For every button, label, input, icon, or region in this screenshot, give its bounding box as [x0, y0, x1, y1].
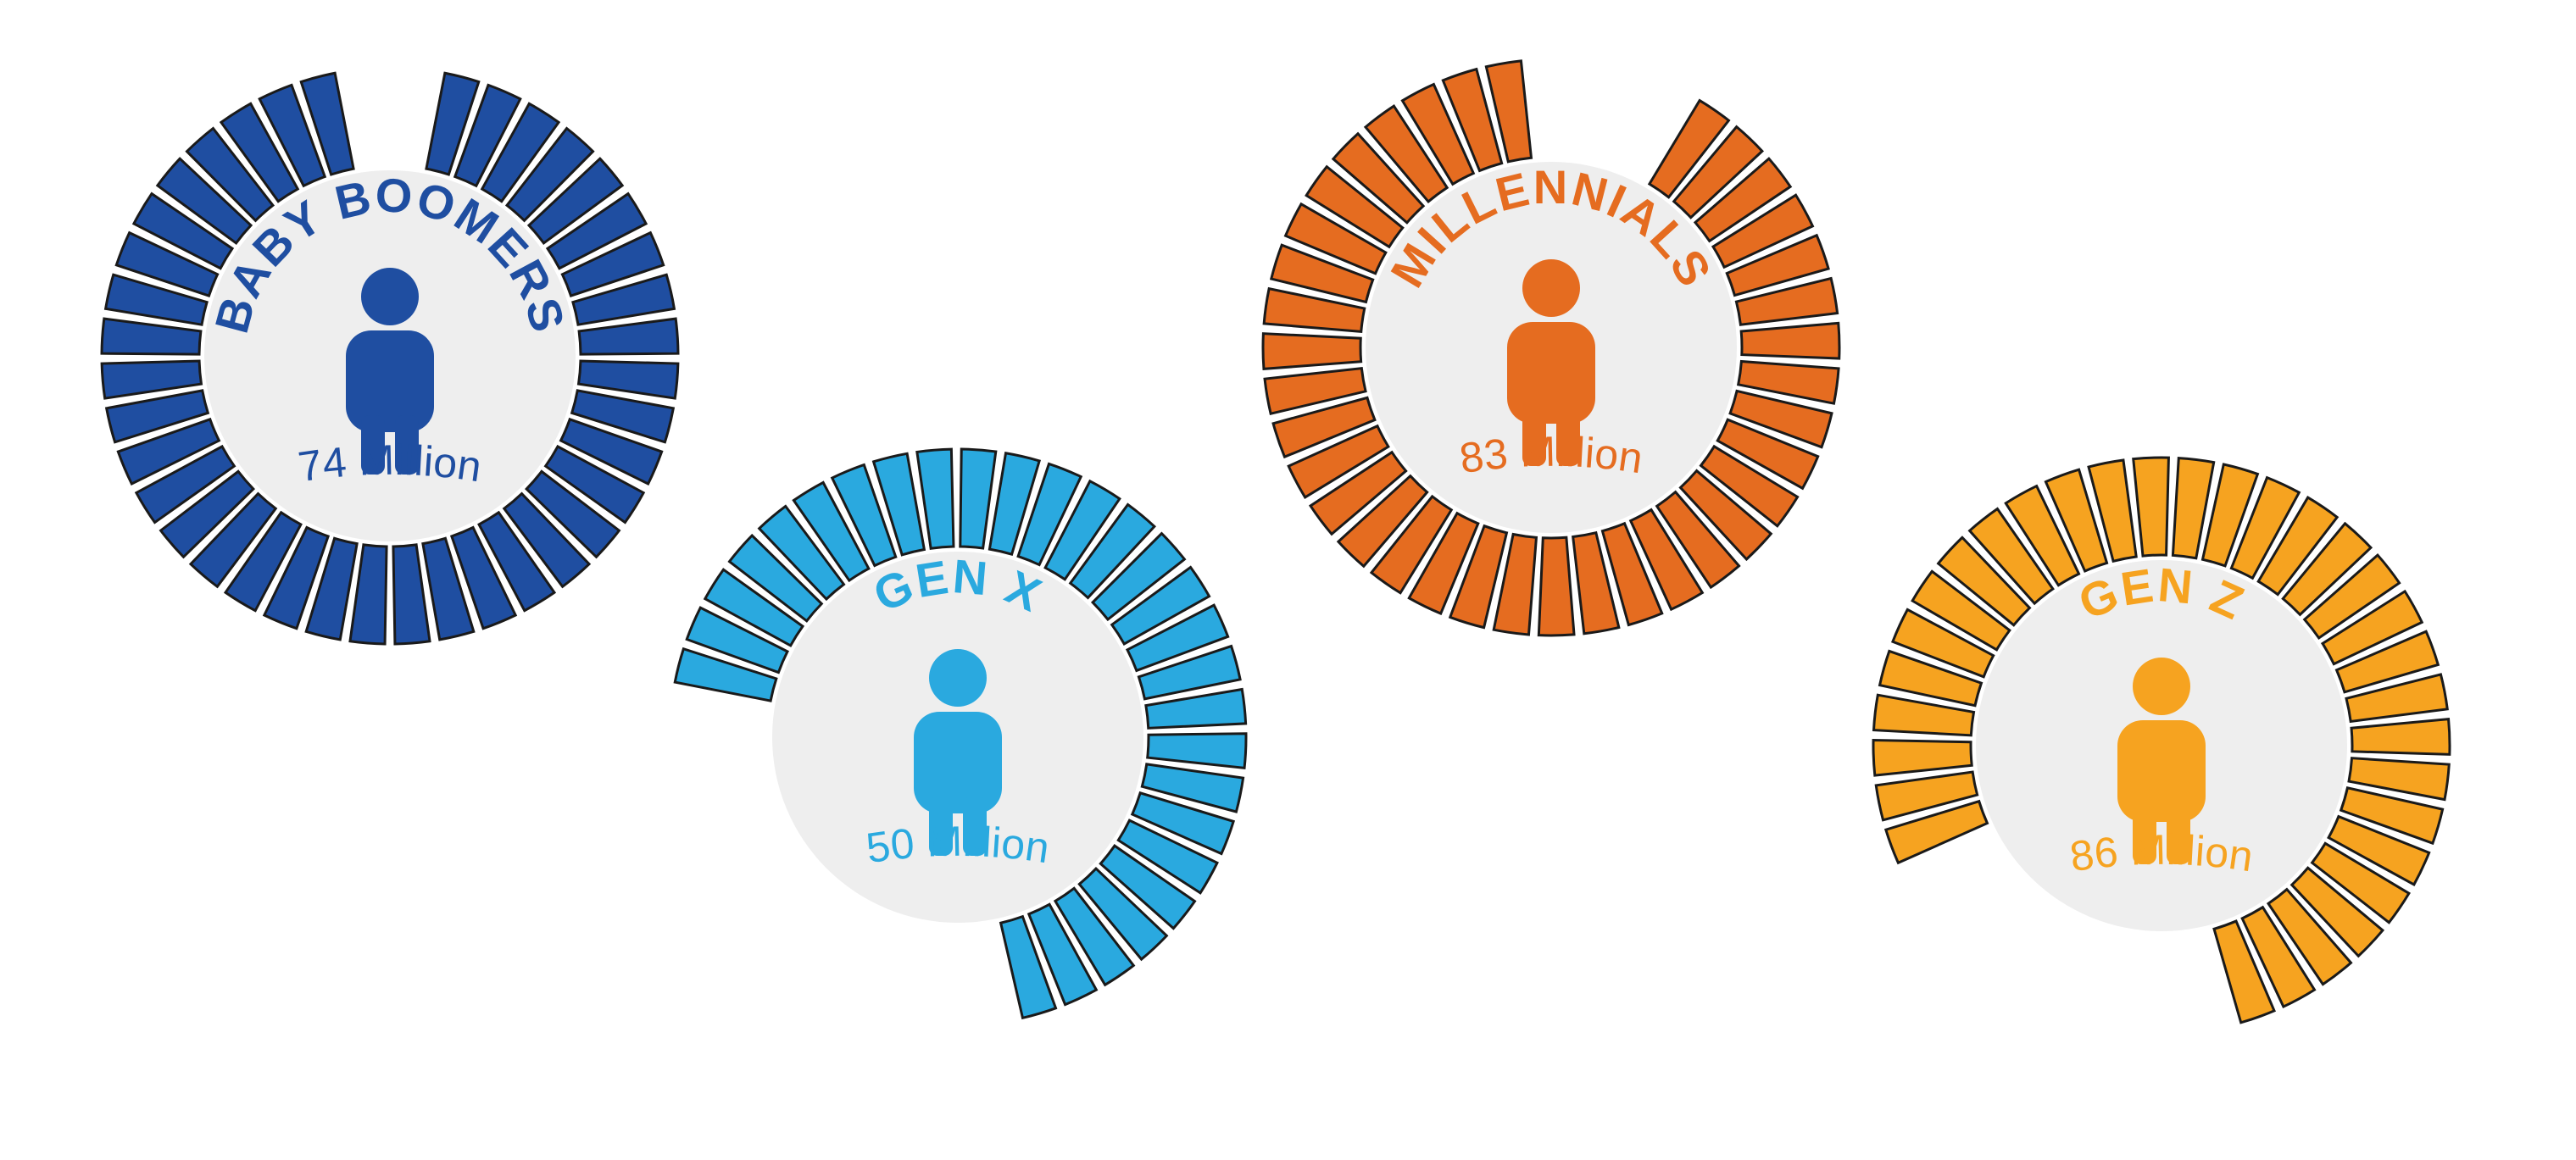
generation-value: 86 Million [2067, 826, 2256, 881]
ring-segment [1538, 537, 1574, 636]
generation-value: 50 Million [863, 818, 1052, 873]
ring-segment [2351, 719, 2450, 755]
ring-segment [1148, 734, 1246, 769]
ring-segment [1741, 323, 1839, 358]
generation-value: 74 Million [295, 436, 484, 491]
generation-baby-boomers: BABY BOOMERS74 Million [102, 73, 678, 644]
ring-segment [1873, 740, 1972, 775]
ring-segment [102, 319, 201, 354]
generation-value: 83 Million [1456, 428, 1645, 483]
generations-infographic: BABY BOOMERS74 MillionGEN X50 MillionMIL… [0, 0, 2576, 1160]
ring-segment [2134, 458, 2169, 556]
generation-millennials: MILLENNIALS83 Million [1263, 61, 1839, 636]
ring-segment [579, 319, 678, 354]
generation-gen-z: GEN Z86 Million [1873, 458, 2450, 1023]
generation-gen-x: GEN X50 Million [675, 449, 1246, 1018]
ring-segment [350, 545, 387, 644]
ring-segment [1263, 334, 1361, 369]
ring-segment [960, 449, 996, 548]
ring-segment [393, 545, 430, 644]
